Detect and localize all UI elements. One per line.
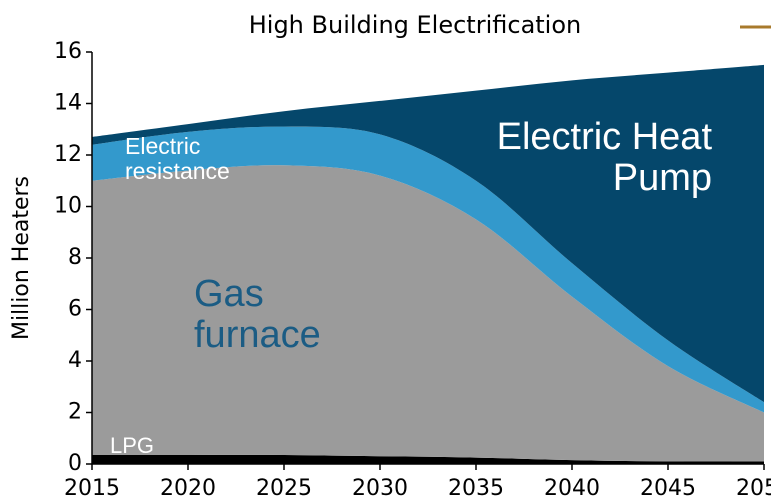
y-tick-label: 16 (54, 39, 82, 64)
x-tick-label: 2035 (448, 476, 504, 501)
y-tick-label: 4 (68, 348, 82, 373)
x-tick-label: 2030 (352, 476, 408, 501)
y-tick-label: 8 (68, 245, 82, 270)
x-tick-label: 2025 (256, 476, 312, 501)
series-label: Electric Heat Pump (496, 116, 712, 200)
x-tick-label: 2045 (640, 476, 696, 501)
y-tick-label: 14 (54, 91, 82, 116)
area (92, 64, 764, 403)
y-tick-label: 12 (54, 142, 82, 167)
x-tick-label: 2050 (736, 476, 771, 501)
chart-title: High Building Electrification (249, 11, 582, 39)
y-tick-label: 6 (68, 297, 82, 322)
y-tick-label: 10 (54, 194, 82, 219)
y-axis-label: Million Heaters (9, 176, 34, 340)
series-label: LPG (110, 433, 155, 458)
area (92, 165, 764, 462)
y-tick-label: 2 (68, 400, 82, 425)
series-label: Gas furnace (194, 273, 321, 357)
x-tick-label: 2015 (64, 476, 120, 501)
x-tick-label: 2040 (544, 476, 600, 501)
x-tick-label: 2020 (160, 476, 216, 501)
y-tick-label: 0 (68, 451, 82, 476)
series-label: Electric resistance (125, 133, 230, 184)
area (92, 454, 764, 464)
area (92, 126, 764, 413)
